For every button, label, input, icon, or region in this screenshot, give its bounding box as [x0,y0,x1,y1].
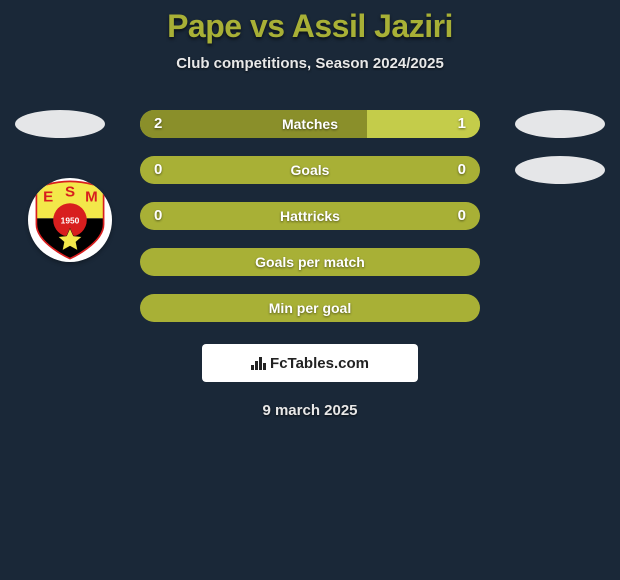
stat-label: Goals [291,156,330,184]
logo-letter-s: S [65,183,75,200]
page-title: Pape vs Assil Jaziri [0,8,620,45]
stat-value-right: 0 [458,156,466,184]
brand-text: FcTables.com [270,355,369,372]
stat-bar: 2 1 Matches [140,110,480,138]
subtitle: Club competitions, Season 2024/2025 [0,55,620,72]
stat-label: Matches [282,110,338,138]
player-right-marker [515,110,605,138]
logo-letter-m: M [85,189,98,206]
bars-icon [251,356,266,370]
stat-label: Min per goal [269,294,351,322]
stat-value-right: 0 [458,202,466,230]
stat-bar: 0 0 Goals [140,156,480,184]
stat-row: 0 0 Goals [0,156,620,184]
stat-value-right: 1 [458,110,466,138]
logo-letter-e: E [43,189,53,206]
shield-icon: 1950 E S M [28,178,112,262]
stat-bar: 0 0 Hattricks [140,202,480,230]
stat-value-left: 2 [154,110,162,138]
stat-label: Hattricks [280,202,340,230]
stat-bar: Min per goal [140,294,480,322]
stat-row: Min per goal [0,294,620,322]
stat-value-left: 0 [154,156,162,184]
stat-bar: Goals per match [140,248,480,276]
stat-label: Goals per match [255,248,365,276]
stat-row: 2 1 Matches [0,110,620,138]
stat-value-left: 0 [154,202,162,230]
player-right-marker [515,156,605,184]
player-left-marker [15,110,105,138]
logo-year: 1950 [61,215,80,225]
date-text: 9 march 2025 [0,402,620,419]
brand-box[interactable]: FcTables.com [202,344,418,382]
club-logo: 1950 E S M [28,178,112,262]
